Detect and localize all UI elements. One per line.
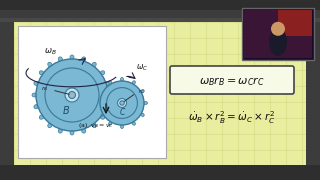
Ellipse shape: [108, 81, 112, 85]
Ellipse shape: [39, 115, 44, 119]
Ellipse shape: [34, 81, 39, 86]
Ellipse shape: [107, 93, 112, 97]
Ellipse shape: [100, 113, 104, 116]
Ellipse shape: [132, 122, 135, 125]
Ellipse shape: [100, 115, 105, 119]
Ellipse shape: [121, 78, 124, 82]
Circle shape: [107, 88, 137, 118]
Ellipse shape: [70, 130, 74, 135]
Ellipse shape: [70, 55, 74, 60]
Text: $\omega_B$: $\omega_B$: [44, 46, 57, 57]
Ellipse shape: [108, 122, 112, 125]
Ellipse shape: [58, 57, 62, 62]
Ellipse shape: [121, 125, 124, 129]
Circle shape: [117, 98, 126, 107]
Ellipse shape: [105, 81, 110, 86]
Ellipse shape: [143, 102, 148, 105]
Ellipse shape: [132, 81, 135, 85]
Ellipse shape: [39, 71, 44, 75]
Bar: [0, 165, 320, 180]
Ellipse shape: [100, 71, 105, 75]
Circle shape: [45, 68, 99, 122]
Text: $\omega_B r_B = \omega_C r_C$: $\omega_B r_B = \omega_C r_C$: [199, 76, 265, 88]
Bar: [0, 22, 14, 165]
Text: (a)  $v_B = v_C$: (a) $v_B = v_C$: [78, 121, 114, 130]
Ellipse shape: [48, 123, 52, 128]
Ellipse shape: [105, 105, 110, 109]
Ellipse shape: [82, 57, 86, 62]
Ellipse shape: [92, 123, 96, 128]
Circle shape: [68, 91, 76, 98]
Bar: [306, 22, 320, 165]
Bar: [278, 10, 312, 36]
Text: $\dot{\omega}_B \times r_B^2 = \dot{\omega}_C \times r_C^2$: $\dot{\omega}_B \times r_B^2 = \dot{\ome…: [188, 110, 276, 126]
Text: B: B: [63, 106, 69, 116]
Circle shape: [271, 22, 285, 36]
Bar: [0, 10, 320, 18]
Ellipse shape: [140, 113, 144, 116]
Ellipse shape: [92, 62, 96, 67]
Ellipse shape: [58, 128, 62, 133]
Bar: [244, 10, 312, 58]
Ellipse shape: [34, 105, 39, 109]
Circle shape: [120, 101, 124, 105]
Ellipse shape: [100, 90, 104, 93]
Ellipse shape: [269, 28, 287, 56]
Ellipse shape: [48, 62, 52, 67]
Bar: [0, 18, 320, 22]
Bar: [14, 22, 306, 165]
Text: $r_B$: $r_B$: [41, 85, 48, 93]
Circle shape: [36, 59, 108, 131]
Text: $r_C$: $r_C$: [138, 87, 145, 96]
FancyBboxPatch shape: [170, 66, 294, 94]
Text: $\omega_C$: $\omega_C$: [136, 62, 148, 73]
Ellipse shape: [140, 90, 144, 93]
Bar: [18, 26, 166, 158]
Circle shape: [65, 88, 79, 102]
Ellipse shape: [82, 128, 86, 133]
Ellipse shape: [97, 102, 100, 105]
Text: C: C: [119, 107, 125, 116]
Bar: [242, 8, 314, 60]
Circle shape: [100, 81, 144, 125]
Bar: [0, 0, 320, 10]
Ellipse shape: [32, 93, 37, 97]
